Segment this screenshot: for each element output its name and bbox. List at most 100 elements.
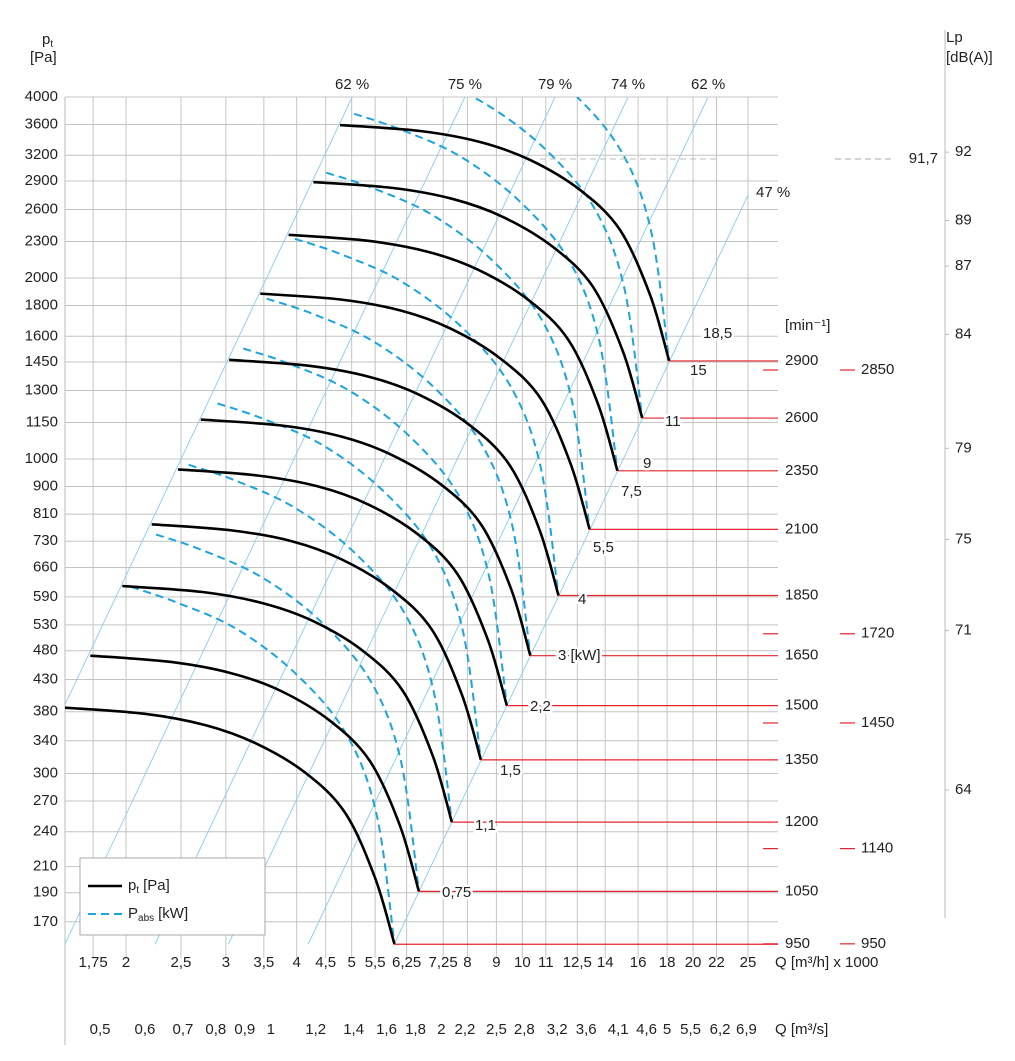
y2-tick-label: 92 [955,143,972,160]
speed-label: 950 [861,935,886,952]
x-tick-label: 9 [492,954,500,971]
speed-label: 2850 [861,361,894,378]
speed-label: 1450 [861,714,894,731]
y-tick-label: 480 [33,642,58,659]
rpm-unit: [min⁻¹] [785,317,830,334]
pressure-curve [339,123,671,362]
x-tick-label: 11 [538,954,554,971]
rpm-label: 2600 [785,409,818,426]
x2-tick-label: 3,6 [576,1021,597,1038]
motor-power-label: 1,1 [475,817,496,834]
x-tick-label: 10 [514,954,531,971]
efficiency-line [65,97,466,945]
x2-tick-label: 1 [267,1021,275,1038]
x-tick-label: 4 [293,954,301,971]
x2-tick-label: 2,2 [455,1021,476,1038]
pressure-curve [177,468,509,706]
x2-tick-label: 6,2 [710,1021,731,1038]
legend-label: pt [Pa] [128,877,170,896]
x2-tick-label: 4,1 [608,1021,629,1038]
y-axis-unit: [Pa] [30,49,57,66]
motor-power-label: 1,5 [500,762,521,779]
x2-tick-label: 0,6 [135,1021,156,1038]
efficiency-line [307,97,709,945]
y-tick-label: 2000 [25,269,58,286]
rpm-label: 1350 [785,751,818,768]
pressure-curve [122,584,454,823]
motor-power-label: 15 [690,362,707,379]
x-tick-label: 22 [708,954,725,971]
legend-unit: [Pa] [143,877,170,894]
efficiency-label: 62 % [691,76,725,93]
x2-tick-label: 4,6 [636,1021,657,1038]
rpm-label: 950 [785,935,810,952]
motor-power-label: 7,5 [621,483,642,500]
motor-power-label: 11 [665,413,681,430]
x-tick-label: 16 [630,954,647,971]
x-tick-label: 2 [122,954,130,971]
y-label-symbol: p [42,31,50,48]
legend-sub: t [136,885,139,896]
rpm-label: 2350 [785,462,818,479]
x2-axis-label: Q [m³/s] [775,1021,828,1038]
rpm-label: 1500 [785,697,818,714]
y-tick-label: 1000 [25,450,58,467]
x-tick-label: 8 [463,954,471,971]
x-tick-label: 5,5 [365,954,386,971]
efficiency-line [393,194,749,945]
x-tick-label: 2,5 [171,954,192,971]
x-tick-label: 3 [222,954,230,971]
y-axis-label: pt [42,31,53,50]
x-tick-label: 12,5 [563,954,592,971]
legend-label: Pabs [kW] [128,905,188,924]
y-tick-label: 170 [33,913,58,930]
rpm-label: 1850 [785,586,818,603]
legend-box [79,857,266,936]
y2-tick-label: 84 [955,325,972,342]
x2-tick-label: 2,5 [486,1021,507,1038]
power-curve [217,402,482,761]
x-tick-label: 1,75 [79,954,108,971]
motor-power-label: 0,75 [442,884,471,901]
y-tick-label: 3200 [25,146,58,163]
x2-tick-label: 6,9 [736,1021,757,1038]
motor-power-label: 18,5 [703,325,732,342]
x-tick-label: 6,25 [392,954,421,971]
y2-axis-label: Lp [946,29,963,46]
x2-tick-label: 1,8 [405,1021,426,1038]
y2-tick-label: 75 [955,530,972,547]
y-tick-label: 380 [33,703,58,720]
y-tick-label: 3600 [25,115,58,132]
y-tick-label: 590 [33,588,58,605]
y-tick-label: 1600 [25,327,58,344]
efficiency-label: 74 % [611,76,645,93]
y2-tick-label: 89 [955,211,972,228]
rpm-label: 1200 [785,813,818,830]
efficiency-label: 62 % [335,76,369,93]
x-tick-label: 25 [740,954,757,971]
y-tick-label: 730 [33,532,58,549]
x2-tick-label: 0,9 [234,1021,255,1038]
x-tick-label: 7,25 [429,954,458,971]
motor-power-label: 3 [kW] [558,647,601,664]
y-tick-label: 2600 [25,200,58,217]
efficiency-label: 47 % [756,184,790,201]
motor-power-label: 9 [643,455,651,472]
speed-label: 1140 [861,840,893,857]
y2-tick-label: 71 [955,622,972,639]
x2-tick-label: 0,8 [205,1021,226,1038]
y2-tick-label: 79 [955,439,972,456]
pressure-curve [260,292,591,530]
rpm-label: 2900 [785,352,818,369]
y2-tick-label: 87 [955,257,972,274]
x-axis-label: Q [m³/h] x 1000 [775,954,878,971]
rpm-label: 2100 [785,520,818,537]
y-tick-label: 1300 [25,381,58,398]
power-curve [188,463,453,823]
efficiency-line [154,97,556,945]
sound-level-label: 91,7 [909,150,938,167]
y-tick-label: 900 [33,478,58,495]
x2-tick-label: 5,5 [680,1021,701,1038]
efficiency-label: 75 % [448,76,482,93]
